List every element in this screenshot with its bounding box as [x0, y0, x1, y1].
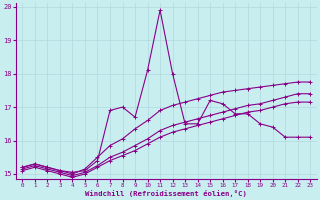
X-axis label: Windchill (Refroidissement éolien,°C): Windchill (Refroidissement éolien,°C): [85, 190, 247, 197]
